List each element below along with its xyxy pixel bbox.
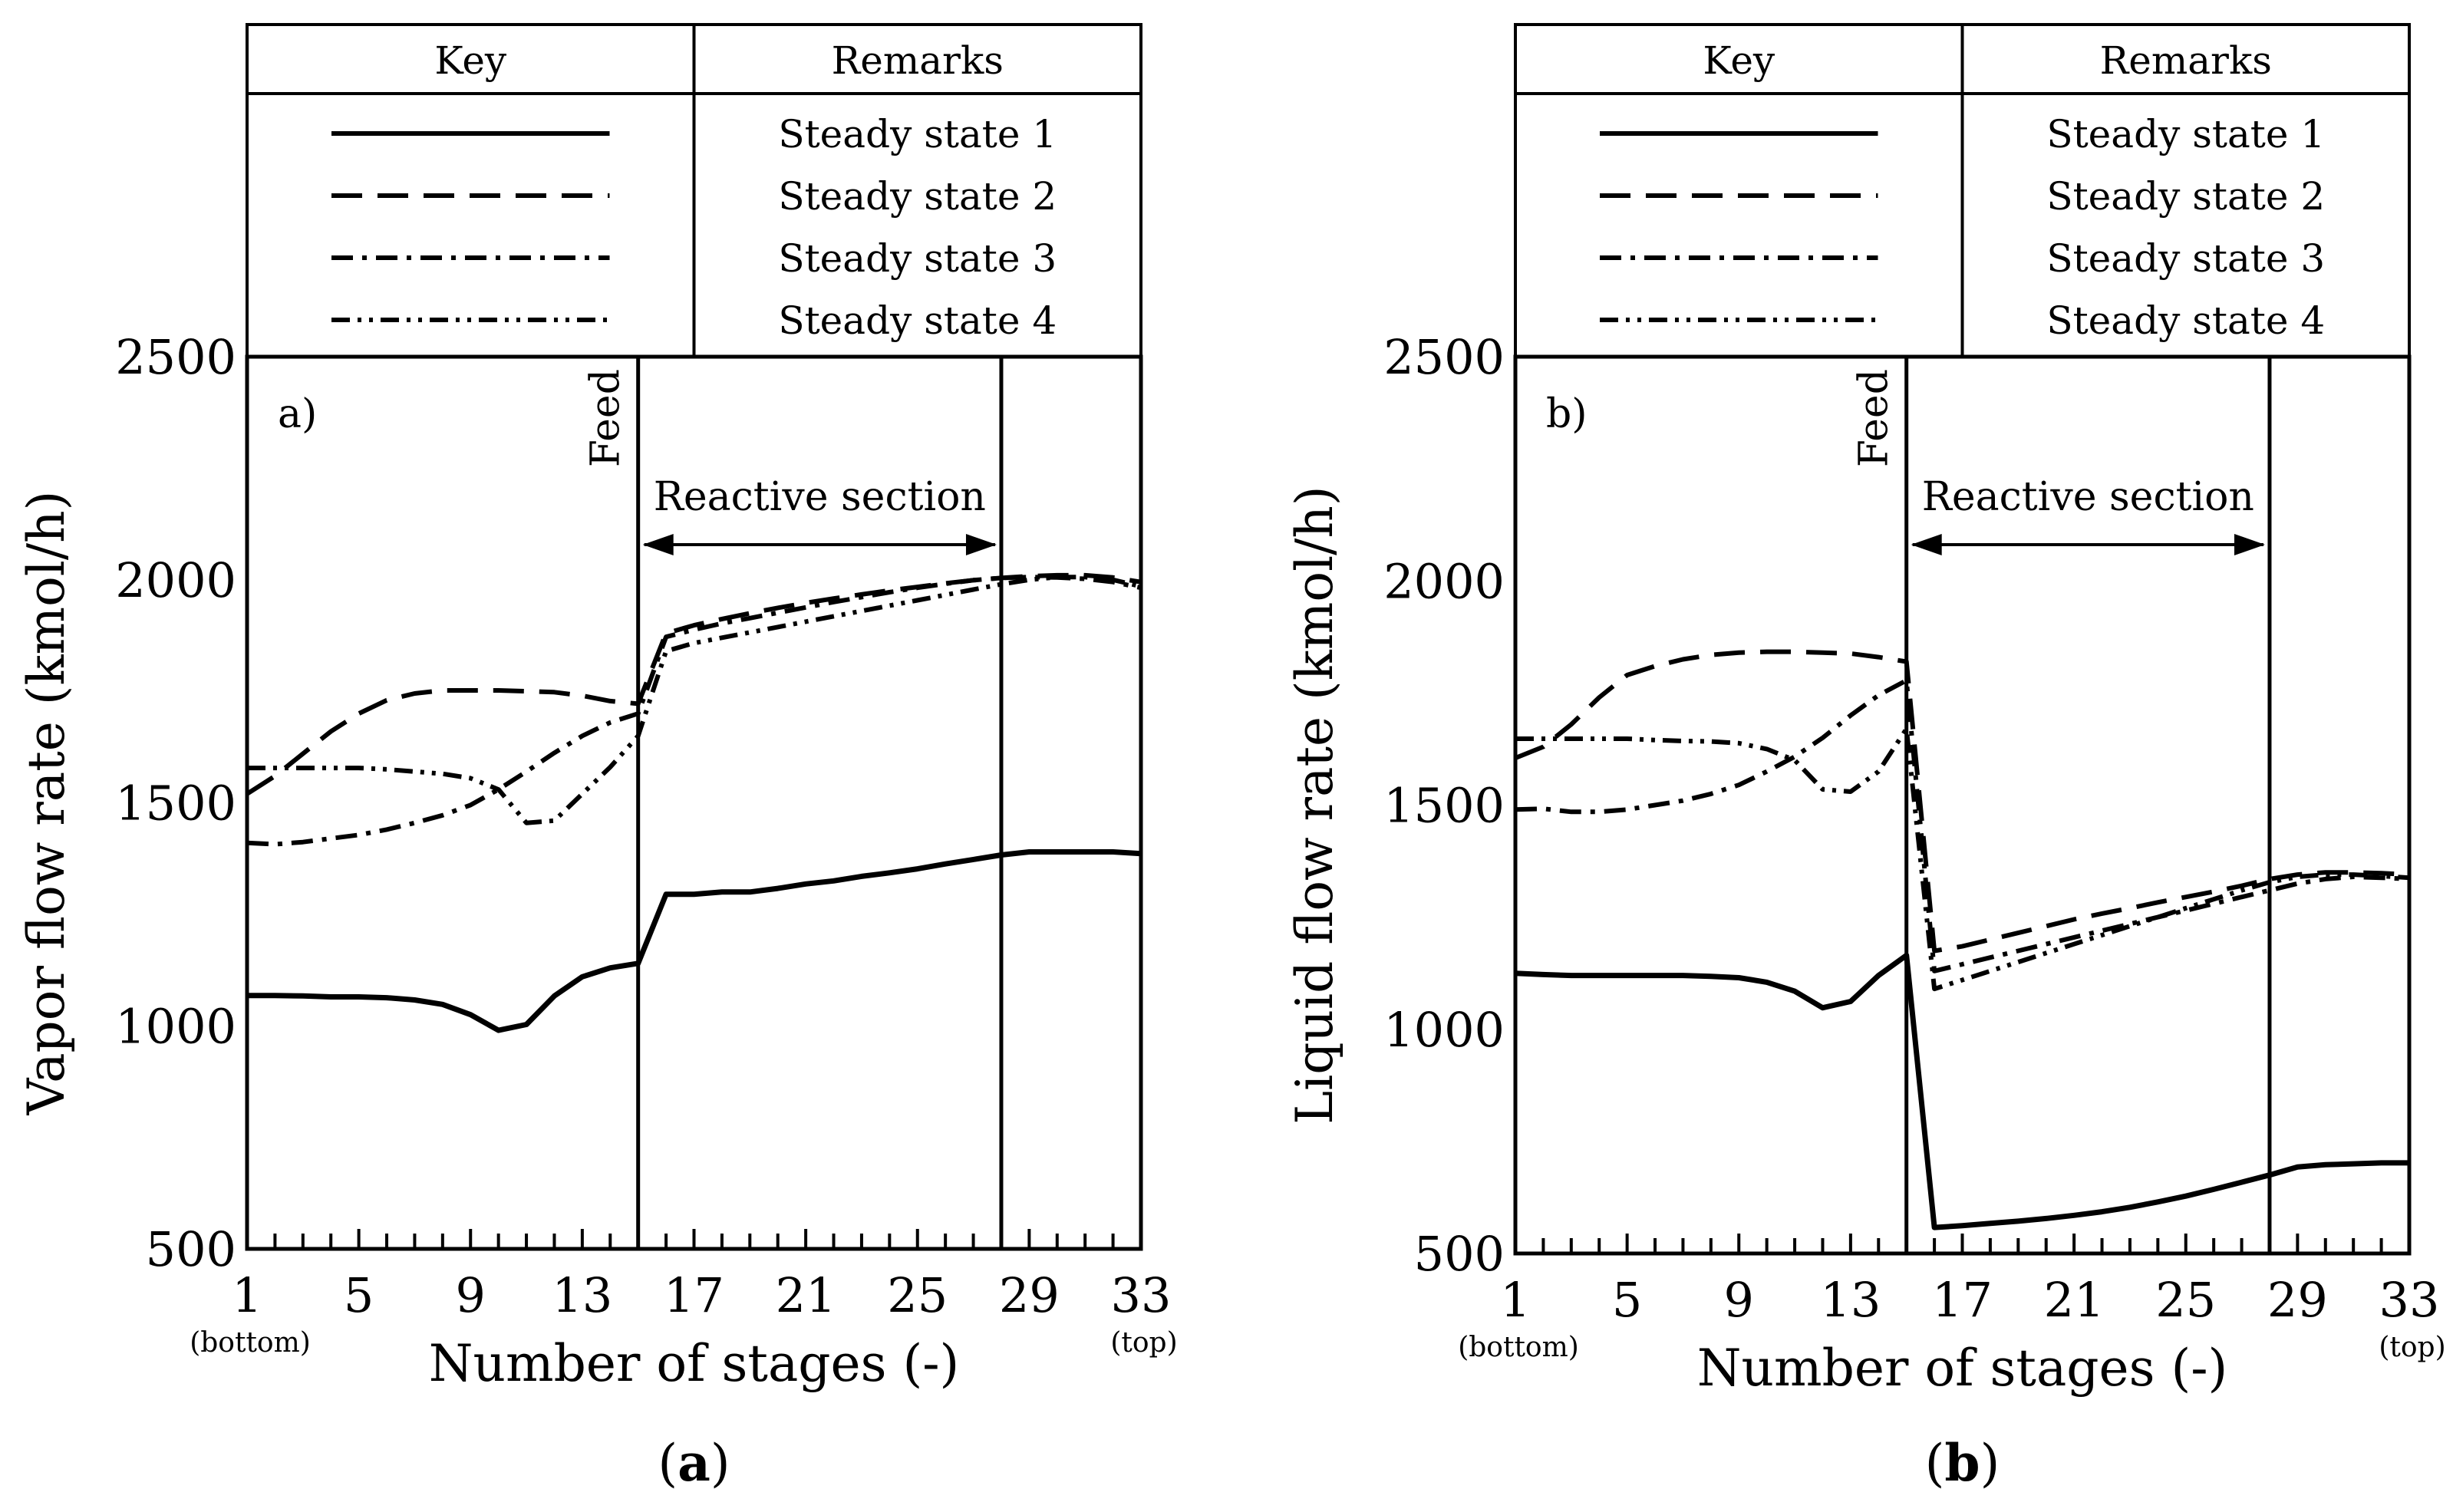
series-line-steady-state-3 <box>246 575 1142 847</box>
x-bottom-note: (bottom) <box>190 1327 311 1359</box>
panel-caption: (b) <box>1925 1433 2000 1493</box>
series-line-steady-state-2 <box>1514 649 2410 954</box>
reactive-section-label: Reactive section <box>1922 474 2254 520</box>
x-axis-title: Number of stages (-) <box>1697 1339 2228 1398</box>
x-tick-label: 25 <box>887 1267 948 1323</box>
legend-remarks-header: Remarks <box>832 38 1004 83</box>
x-tick-label: 33 <box>1111 1267 1172 1323</box>
y-tick-label: 1500 <box>115 776 236 832</box>
panel-label: b) <box>1546 391 1588 437</box>
y-tick-label: 500 <box>1414 1226 1505 1282</box>
reactive-section-label: Reactive section <box>654 474 986 520</box>
x-tick-label: 13 <box>1820 1272 1881 1328</box>
x-tick-label: 33 <box>2379 1272 2440 1328</box>
y-tick-label: 2000 <box>115 552 236 608</box>
caption-letter: a <box>678 1433 711 1493</box>
y-axis-title: Vapor flow rate (kmol/h) <box>17 491 76 1116</box>
panel-label: a) <box>278 391 317 437</box>
x-axis-title: Number of stages (-) <box>429 1334 960 1393</box>
x-tick-label: 5 <box>344 1267 374 1323</box>
caption-paren-close: ) <box>711 1434 730 1493</box>
legend-label: Steady state 1 <box>2046 112 2325 156</box>
legend-label: Steady state 3 <box>778 236 1057 281</box>
x-tick-label: 21 <box>776 1267 836 1323</box>
caption-paren-open: ( <box>1925 1434 1945 1493</box>
series-line-steady-state-4 <box>1515 726 2410 992</box>
legend-key-header: Key <box>434 38 507 83</box>
x-tick-label: 21 <box>2044 1272 2105 1328</box>
panel-a: Key Remarks Steady state 1 Steady state 2 St… <box>17 23 1178 1493</box>
x-top-note: (top) <box>1110 1327 1177 1359</box>
series-line-steady-state-1 <box>1515 952 2409 1230</box>
y-axis-title: Liquid flow rate (kmol/h) <box>1285 486 1344 1124</box>
x-tick-label: 5 <box>1612 1272 1642 1328</box>
legend-label: Steady state 4 <box>778 298 1057 343</box>
legend-label: Steady state 1 <box>778 112 1057 156</box>
x-tick-label: 9 <box>1724 1272 1754 1328</box>
legend-label: Steady state 2 <box>778 174 1057 219</box>
y-tick-label: 1500 <box>1383 778 1505 834</box>
y-tick-label: 1000 <box>1383 1002 1505 1058</box>
x-tick-label: 29 <box>999 1267 1060 1323</box>
x-tick-label: 9 <box>456 1267 486 1323</box>
y-tick-label: 2500 <box>115 329 236 385</box>
x-tick-label: 17 <box>1932 1272 1993 1328</box>
x-tick-label: 13 <box>552 1267 612 1323</box>
panel-b: Key Remarks Steady state 1 Steady state 2 St… <box>1285 23 2446 1493</box>
legend-label: Steady state 2 <box>2046 174 2325 219</box>
caption-paren-open: ( <box>658 1434 678 1493</box>
x-tick-label: 1 <box>1500 1272 1530 1328</box>
x-top-note: (top) <box>2379 1332 2445 1363</box>
x-tick-label: 17 <box>664 1267 724 1323</box>
legend-remarks-header: Remarks <box>2100 38 2272 83</box>
legend-key-header: Key <box>1703 38 1775 83</box>
x-tick-label: 25 <box>2155 1272 2216 1328</box>
feed-label: Feed <box>582 369 628 467</box>
y-tick-label: 500 <box>146 1221 236 1277</box>
y-tick-label: 2500 <box>1383 329 1505 385</box>
panel-caption: (a) <box>658 1433 730 1493</box>
reactive-arrow-left-head <box>642 534 674 555</box>
x-bottom-note: (bottom) <box>1458 1332 1579 1363</box>
reactive-arrow-right-head <box>965 534 997 555</box>
reactive-arrow-left-head <box>1911 534 1942 555</box>
series-line-steady-state-4 <box>247 575 1142 825</box>
series-line-steady-state-2 <box>246 572 1142 796</box>
caption-paren-close: ) <box>1980 1434 2000 1493</box>
legend-label: Steady state 4 <box>2046 298 2325 343</box>
series-line-steady-state-3 <box>1515 678 2410 973</box>
caption-letter: b <box>1944 1433 1980 1493</box>
y-tick-label: 2000 <box>1383 553 1505 609</box>
x-tick-label: 1 <box>232 1267 262 1323</box>
y-tick-label: 1000 <box>115 998 236 1054</box>
reactive-arrow-right-head <box>2234 534 2265 555</box>
legend-label: Steady state 3 <box>2046 236 2325 281</box>
x-tick-label: 29 <box>2267 1272 2328 1328</box>
feed-label: Feed <box>1851 369 1897 467</box>
series-line-steady-state-1 <box>247 849 1142 1033</box>
